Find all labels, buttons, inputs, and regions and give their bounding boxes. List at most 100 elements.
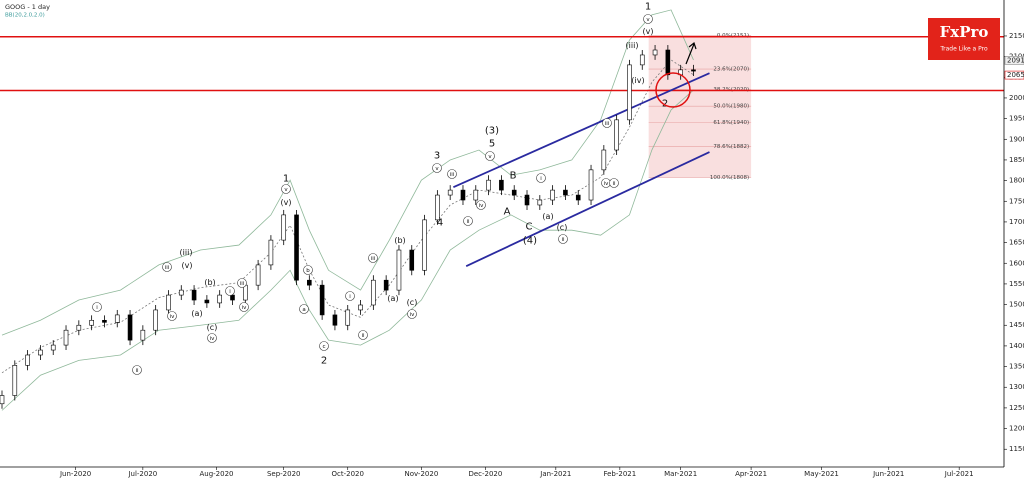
x-tick-label: Nov-2020 [404, 470, 438, 478]
candle-body [50, 344, 56, 351]
wave-label: c [322, 344, 325, 350]
candle-body [575, 194, 581, 201]
wave-label: (3) [485, 126, 499, 137]
y-tick-label: 1400 [1009, 342, 1024, 350]
wave-circle [319, 341, 329, 351]
wave-label: v [435, 166, 439, 172]
wave-label: 1 [645, 2, 651, 13]
candle-body [524, 194, 530, 206]
wave-circle [536, 173, 546, 183]
wave-label: ii [466, 219, 470, 225]
wave-label: (iii) [626, 41, 639, 50]
wave-label: ii [612, 181, 616, 187]
candle-body [0, 395, 5, 405]
channel-line [453, 72, 710, 189]
wave-label: C [526, 222, 533, 233]
wave-label: ii [561, 237, 565, 243]
candle-body [588, 169, 594, 201]
x-tick-label: Jan-2021 [539, 470, 571, 478]
fib-label: 78.6%(1882) [713, 144, 749, 150]
candle-body [345, 309, 351, 326]
wave-label: 1 [283, 174, 289, 185]
candle-body [63, 329, 69, 346]
wave-label: iv [210, 336, 216, 342]
x-tick-label: Oct-2020 [332, 470, 364, 478]
y-tick-label: 1600 [1009, 259, 1024, 267]
wave-label: (iii) [180, 248, 193, 257]
logo: FxPro Trade Like a Pro [928, 18, 1000, 60]
wave-label: A [504, 207, 511, 218]
wave-label: a [302, 307, 305, 313]
price-tag-label: 2065 [1007, 71, 1024, 79]
y-tick-label: 1800 [1009, 177, 1024, 185]
candle-body [409, 249, 415, 271]
fib-label: 100.0%(1808) [710, 175, 749, 181]
candle-body [191, 289, 197, 301]
wave-circle [239, 302, 249, 312]
channel-line [465, 151, 710, 267]
fib-label: 23.6%(2070) [713, 67, 749, 73]
candle-body [319, 284, 325, 316]
wave-label: iv [479, 203, 485, 209]
candle-body [563, 189, 568, 196]
bollinger-middle [1, 59, 694, 374]
candle-body [460, 189, 466, 201]
logo-name: FxPro [940, 23, 989, 41]
price-tag [1004, 70, 1024, 80]
wave-label: i [229, 289, 231, 295]
wave-label: i [96, 305, 98, 311]
wave-label: (v) [281, 198, 292, 207]
wave-circle [558, 234, 568, 244]
wave-circle [237, 278, 247, 288]
wave-label: (b) [394, 236, 405, 245]
candle-body [358, 304, 363, 311]
wave-circle [432, 163, 442, 173]
y-tick-label: 1350 [1009, 363, 1024, 371]
wave-circle [602, 118, 612, 128]
wave-label: ii [361, 333, 365, 339]
wave-label: iv [604, 181, 610, 187]
price-tag-label: 2091 [1007, 56, 1024, 64]
chart-title: GOOG - 1 day [5, 3, 50, 11]
candle-body [627, 64, 632, 121]
y-tick-label: 2150 [1009, 32, 1024, 40]
wave-label: (a) [542, 212, 553, 221]
candle-body [550, 189, 555, 201]
candle-body [486, 179, 491, 191]
wave-label: iv [242, 305, 248, 311]
candle-body [255, 264, 261, 286]
wave-label: iii [605, 121, 610, 127]
x-tick-label: Aug-2020 [199, 470, 233, 478]
candle-body [166, 294, 171, 311]
wave-circle [207, 333, 217, 343]
y-tick-label: 1750 [1009, 197, 1024, 205]
candle-body [691, 69, 696, 72]
candle-body [473, 189, 479, 201]
wave-label: iii [450, 172, 455, 178]
candle-body [601, 149, 607, 171]
candle-body [447, 189, 453, 196]
candle-body [25, 354, 30, 366]
candle-body [294, 214, 299, 281]
x-tick-label: Apr-2021 [735, 470, 767, 478]
candle-body [178, 289, 184, 296]
wave-circle [167, 311, 177, 321]
highlight-circle [655, 72, 691, 108]
wave-label: iii [165, 265, 170, 271]
wave-label: (c) [557, 223, 568, 232]
candle-body [102, 319, 107, 323]
candle-body [614, 119, 619, 151]
wave-circle [358, 330, 368, 340]
wave-label: ii [135, 368, 139, 374]
candle-body [499, 179, 504, 191]
wave-circle [463, 216, 473, 226]
candle-body [12, 365, 18, 396]
wave-circle [162, 262, 172, 272]
wave-label: v [284, 187, 288, 193]
fib-label: 61.8%(1940) [713, 120, 749, 126]
wave-circle [225, 286, 235, 296]
candle-body [639, 54, 645, 66]
x-tick-label: Jun-2021 [872, 470, 904, 478]
candle-body [665, 49, 671, 76]
